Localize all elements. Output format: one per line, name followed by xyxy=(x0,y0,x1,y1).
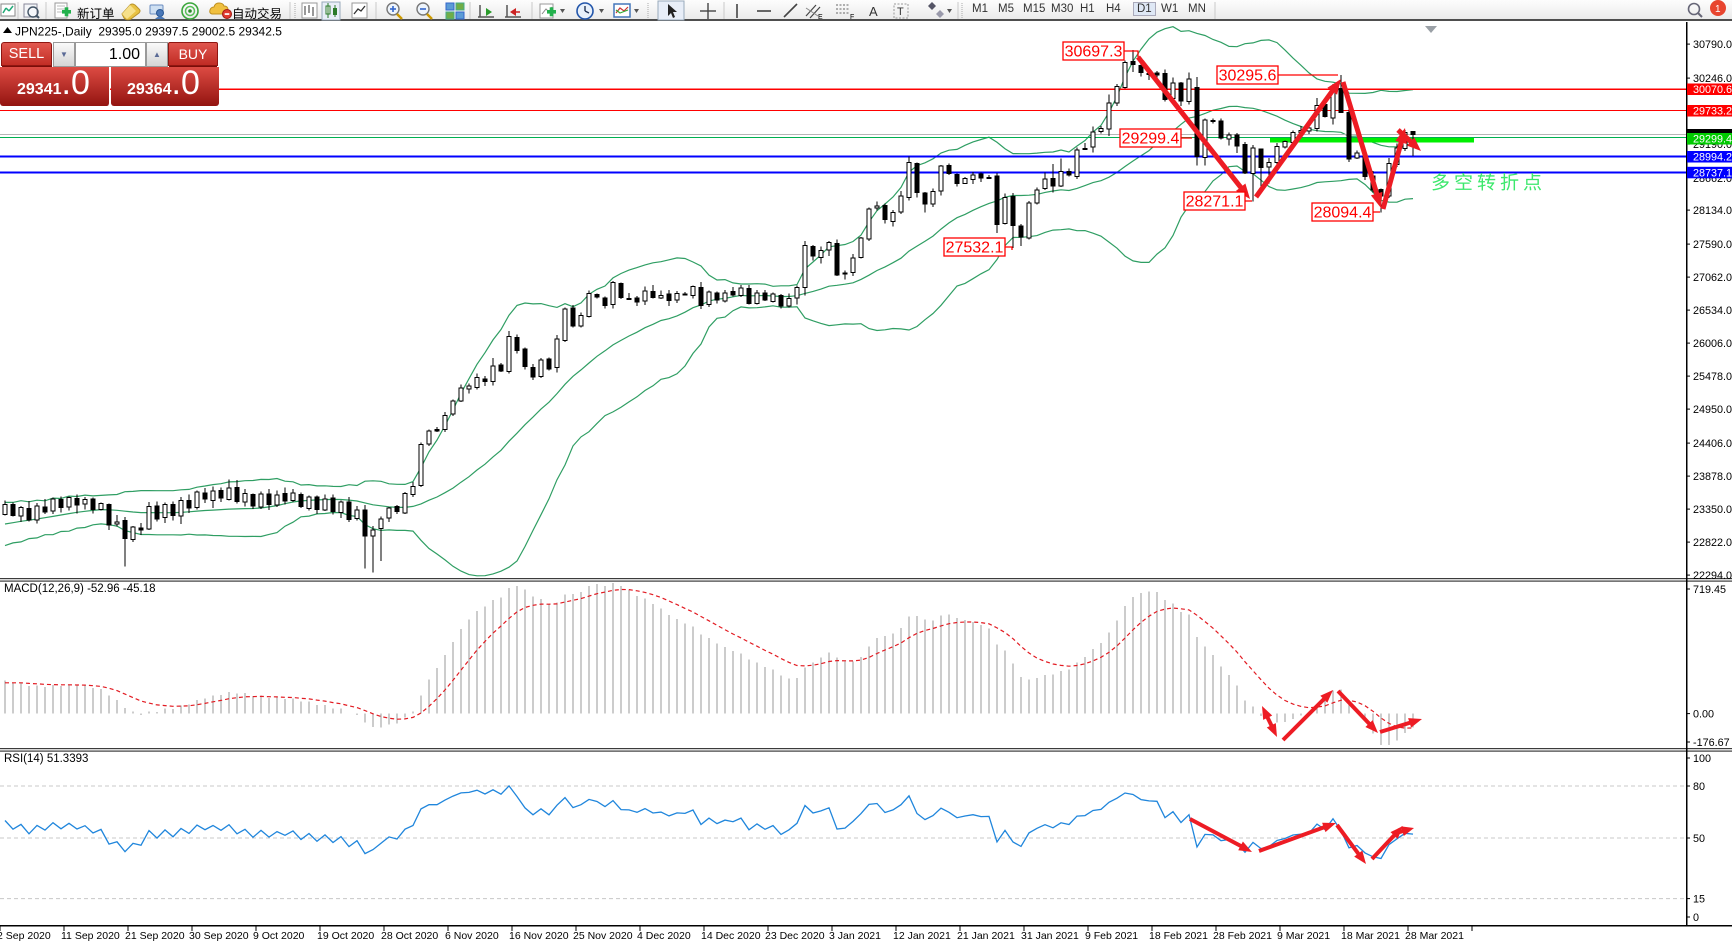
svg-text:23878.0: 23878.0 xyxy=(1693,471,1732,483)
svg-text:30790.0: 30790.0 xyxy=(1693,39,1732,51)
svg-text:14 Dec 2020: 14 Dec 2020 xyxy=(701,930,761,942)
svg-text:25478.0: 25478.0 xyxy=(1693,371,1732,383)
svg-text:27590.0: 27590.0 xyxy=(1693,239,1732,251)
svg-text:28 Oct 2020: 28 Oct 2020 xyxy=(381,930,438,942)
svg-text:18 Feb 2021: 18 Feb 2021 xyxy=(1149,930,1208,942)
svg-text:F: F xyxy=(850,14,854,21)
svg-text:100: 100 xyxy=(1693,753,1711,765)
svg-text:11 Sep 2020: 11 Sep 2020 xyxy=(61,930,120,942)
svg-text:28271.1: 28271.1 xyxy=(1186,194,1244,211)
svg-text:22822.0: 22822.0 xyxy=(1693,537,1732,549)
svg-text:25 Nov 2020: 25 Nov 2020 xyxy=(573,930,633,942)
svg-text:30697.3: 30697.3 xyxy=(1065,44,1123,61)
svg-text:30070.6: 30070.6 xyxy=(1693,84,1732,96)
svg-text:22294.0: 22294.0 xyxy=(1693,570,1732,582)
svg-text:19 Oct 2020: 19 Oct 2020 xyxy=(317,930,374,942)
svg-text:-176.67: -176.67 xyxy=(1693,737,1730,749)
svg-text:T: T xyxy=(897,6,904,18)
svg-text:26534.0: 26534.0 xyxy=(1693,305,1732,317)
svg-text:28737.1: 28737.1 xyxy=(1693,167,1732,179)
svg-text:719.45: 719.45 xyxy=(1693,584,1726,596)
svg-text:E: E xyxy=(818,14,823,21)
svg-text:23350.0: 23350.0 xyxy=(1693,504,1732,516)
svg-text:30295.6: 30295.6 xyxy=(1219,68,1277,85)
svg-text:0.00: 0.00 xyxy=(1693,709,1714,721)
svg-text:29299.4: 29299.4 xyxy=(1122,131,1180,148)
svg-text:23 Dec 2020: 23 Dec 2020 xyxy=(765,930,825,942)
svg-text:31 Jan 2021: 31 Jan 2021 xyxy=(1021,930,1079,942)
svg-text:3 Jan 2021: 3 Jan 2021 xyxy=(829,930,881,942)
svg-text:28 Feb 2021: 28 Feb 2021 xyxy=(1213,930,1272,942)
svg-text:24950.0: 24950.0 xyxy=(1693,404,1732,416)
svg-text:30246.0: 30246.0 xyxy=(1693,73,1732,85)
svg-text:29733.2: 29733.2 xyxy=(1693,106,1732,118)
svg-text:16 Nov 2020: 16 Nov 2020 xyxy=(509,930,569,942)
svg-text:21 Sep 2020: 21 Sep 2020 xyxy=(125,930,185,942)
svg-text:18 Mar 2021: 18 Mar 2021 xyxy=(1341,930,1400,942)
svg-text:9 Oct 2020: 9 Oct 2020 xyxy=(253,930,305,942)
svg-text:9 Feb 2021: 9 Feb 2021 xyxy=(1085,930,1138,942)
svg-text:1: 1 xyxy=(1715,4,1721,15)
svg-text:21 Jan 2021: 21 Jan 2021 xyxy=(957,930,1015,942)
svg-text:27532.1: 27532.1 xyxy=(946,240,1004,257)
svg-text:MACD(12,26,9) -52.96 -45.18: MACD(12,26,9) -52.96 -45.18 xyxy=(4,583,156,595)
svg-text:30 Sep 2020: 30 Sep 2020 xyxy=(189,930,249,942)
svg-text:28134.0: 28134.0 xyxy=(1693,205,1732,217)
svg-text:12 Jan 2021: 12 Jan 2021 xyxy=(893,930,951,942)
svg-text:24406.0: 24406.0 xyxy=(1693,438,1732,450)
svg-text:多空转折点: 多空转折点 xyxy=(1431,168,1546,195)
svg-text:0: 0 xyxy=(1693,912,1699,924)
svg-text:6 Nov 2020: 6 Nov 2020 xyxy=(445,930,499,942)
svg-text:28994.2: 28994.2 xyxy=(1693,152,1732,164)
svg-text:27062.0: 27062.0 xyxy=(1693,272,1732,284)
svg-text:80: 80 xyxy=(1693,781,1705,793)
svg-text:A: A xyxy=(869,4,878,19)
svg-text:15: 15 xyxy=(1693,894,1705,906)
svg-text:28094.4: 28094.4 xyxy=(1314,205,1372,222)
svg-text:2 Sep 2020: 2 Sep 2020 xyxy=(0,930,51,942)
svg-text:4 Dec 2020: 4 Dec 2020 xyxy=(637,930,691,942)
svg-text:28 Mar 2021: 28 Mar 2021 xyxy=(1405,930,1464,942)
svg-text:29299.4: 29299.4 xyxy=(1693,134,1732,146)
svg-text:26006.0: 26006.0 xyxy=(1693,338,1732,350)
svg-text:50: 50 xyxy=(1693,833,1705,845)
svg-text:9 Mar 2021: 9 Mar 2021 xyxy=(1277,930,1330,942)
svg-text:JPN225-,Daily 29395.0 29397.5: JPN225-,Daily 29395.0 29397.5 29002.5 29… xyxy=(15,25,282,39)
svg-text:RSI(14) 51.3393: RSI(14) 51.3393 xyxy=(4,753,88,765)
